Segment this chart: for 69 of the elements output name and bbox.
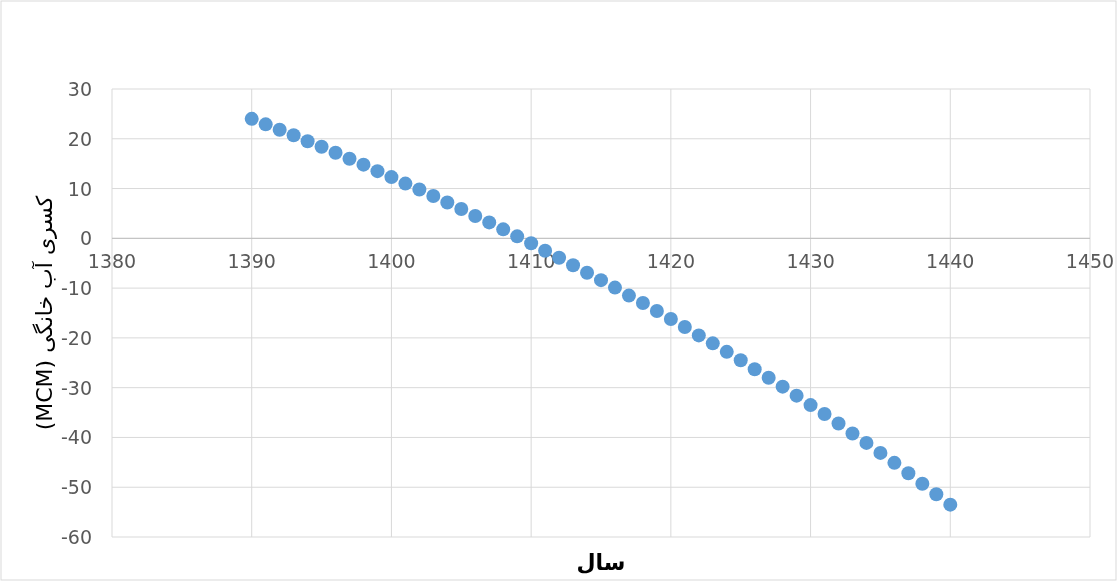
point <box>272 122 287 137</box>
point <box>594 273 608 288</box>
point <box>747 362 762 377</box>
y-tick-label: -40 <box>60 426 92 449</box>
point <box>901 466 916 481</box>
x-tick-label: 1390 <box>227 250 276 273</box>
point <box>566 258 581 273</box>
point <box>943 497 958 512</box>
y-tick-label: 30 <box>67 78 92 100</box>
y-tick-label: 10 <box>67 177 92 200</box>
point <box>719 344 734 359</box>
point <box>552 250 567 265</box>
point <box>929 487 944 502</box>
point <box>817 407 832 422</box>
point <box>705 336 720 351</box>
point <box>328 145 343 160</box>
point <box>649 304 664 319</box>
point <box>510 229 525 244</box>
point <box>398 176 413 191</box>
point <box>580 265 595 280</box>
point <box>496 222 511 237</box>
y-axis-title: کسری آب خانگی (MCM) <box>31 195 57 431</box>
point <box>859 435 874 450</box>
point <box>677 319 692 334</box>
point <box>454 201 469 216</box>
y-tick-label: -30 <box>60 376 92 399</box>
point <box>244 111 259 126</box>
x-tick-label: 1400 <box>367 250 416 273</box>
y-tick-label: 0 <box>79 227 92 250</box>
x-tick-label: 1440 <box>926 250 975 273</box>
point <box>803 398 818 413</box>
point <box>607 280 622 295</box>
point <box>482 215 497 230</box>
x-tick-label: 1450 <box>1065 250 1115 273</box>
x-tick-label: 1420 <box>646 250 696 273</box>
point <box>468 208 483 223</box>
x-tick-label: 1380 <box>87 250 137 273</box>
point <box>635 296 650 311</box>
y-tick-label: 20 <box>67 127 92 150</box>
point <box>733 353 748 368</box>
point <box>789 388 804 403</box>
point <box>370 164 385 179</box>
point <box>384 170 399 185</box>
point <box>300 134 315 149</box>
point <box>286 128 301 143</box>
point <box>412 182 427 197</box>
point <box>663 311 678 326</box>
point <box>873 445 888 460</box>
point <box>314 139 329 154</box>
point <box>426 189 441 204</box>
point <box>915 476 930 491</box>
point <box>887 455 902 470</box>
point <box>342 151 357 166</box>
point <box>831 416 846 431</box>
y-tick-label: -60 <box>60 526 92 548</box>
y-tick-label: -50 <box>60 476 92 499</box>
point <box>691 328 706 343</box>
point <box>761 370 776 385</box>
point <box>356 157 371 172</box>
y-tick-label: -10 <box>60 277 92 300</box>
point <box>440 195 455 210</box>
point <box>621 288 636 303</box>
y-tick-label: -20 <box>60 326 92 349</box>
point <box>775 379 790 394</box>
point <box>845 426 860 441</box>
point <box>258 117 273 132</box>
point <box>524 236 539 251</box>
x-tick-label: 1430 <box>786 250 835 273</box>
x-axis-title: سال <box>576 550 626 575</box>
